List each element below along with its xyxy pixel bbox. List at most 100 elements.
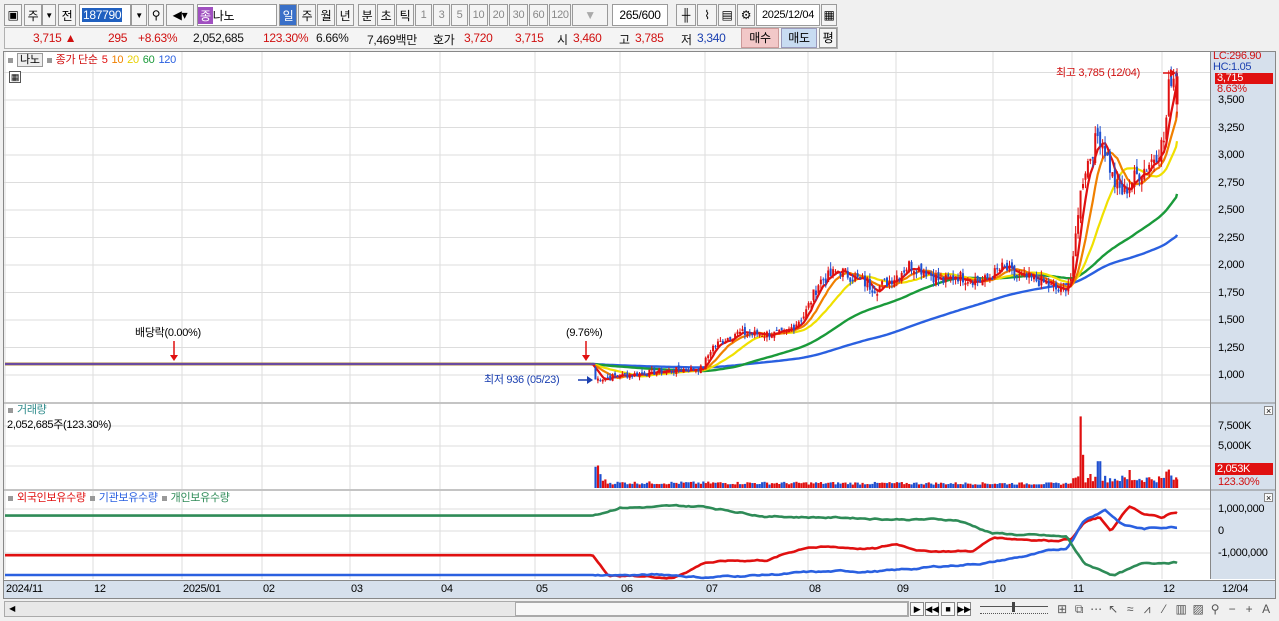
stock-code-input[interactable]: 187790 (79, 4, 131, 26)
overlay-icon[interactable]: ⧉ (1074, 602, 1084, 616)
legend-ma20[interactable]: 20 (127, 54, 139, 66)
zoom-slider-handle[interactable] (1012, 602, 1015, 612)
magnifier-icon[interactable]: ⚲ (1210, 602, 1220, 616)
candle-body (1008, 265, 1011, 271)
interval-button-5[interactable]: 5 (451, 4, 468, 26)
tab-period-1[interactable]: 주 (298, 4, 316, 26)
volume-bar (594, 466, 597, 488)
legend-ma5[interactable]: 5 (101, 54, 108, 66)
volume-bar (954, 482, 957, 488)
calendar-icon[interactable]: ▦ (821, 4, 837, 26)
code-dropdown-icon[interactable]: ▼ (131, 4, 147, 26)
legend-ma10[interactable]: 10 (111, 54, 124, 66)
volume-bar (1055, 482, 1058, 488)
candle-body (837, 271, 839, 274)
date-field[interactable]: 2025/12/04 (756, 4, 820, 26)
stop-icon[interactable]: ■ (941, 602, 955, 616)
candle-type-icon[interactable]: ╫ (676, 4, 696, 26)
candle-body (981, 280, 984, 286)
count-field[interactable]: 265/600 (612, 4, 668, 26)
scrollbar-thumb[interactable] (515, 602, 908, 616)
stock-name-field[interactable]: 종 나노 (197, 4, 277, 26)
volume-current-tag: 2,053K (1215, 463, 1273, 475)
candle-body (601, 379, 604, 382)
fast-forward-icon[interactable]: ▶▶ (957, 602, 971, 616)
wave-icon[interactable]: ⩘ (1143, 602, 1151, 616)
indicator-icon[interactable]: ▥ (1175, 602, 1187, 616)
zoom-in-icon[interactable]: + (1245, 602, 1253, 616)
sound-icon[interactable]: ◀▾ (166, 4, 194, 26)
interval-button-30[interactable]: 30 (509, 4, 528, 26)
candle-body (795, 324, 798, 329)
sell-button[interactable]: 매도 (781, 28, 817, 48)
individual-holdings-line (5, 503, 1178, 577)
layout-icon[interactable]: ▣ (4, 4, 22, 26)
tab-period-0[interactable]: 일 (279, 4, 297, 26)
interval-button-20[interactable]: 20 (489, 4, 508, 26)
volume-bar (663, 483, 666, 488)
legend-individual[interactable]: 개인보유수량 (170, 492, 230, 504)
line-tool-icon[interactable]: ⌇ (697, 4, 717, 26)
prev-button[interactable]: 전 (58, 4, 76, 26)
rewind-icon[interactable]: ◀◀ (925, 602, 939, 616)
volume-tick: 5,000K (1218, 440, 1252, 452)
volume-bar (859, 484, 862, 488)
candle-body (1064, 290, 1067, 292)
candle-body (1128, 187, 1131, 194)
candle-body (1055, 282, 1058, 290)
eval-button[interactable]: 평 (819, 28, 837, 48)
volume-title[interactable]: 거래량 (17, 404, 47, 416)
volume-bar (998, 483, 1001, 488)
interval-button-60[interactable]: 60 (529, 4, 548, 26)
line-draw-icon[interactable]: ⁄ (1163, 602, 1165, 616)
zoom-out-icon[interactable]: − (1228, 602, 1236, 616)
volume-bar (1082, 454, 1085, 488)
candle-body (888, 280, 891, 285)
save-icon[interactable]: ▤ (718, 4, 736, 26)
font-icon[interactable]: A (1262, 602, 1270, 616)
interval-button-3[interactable]: 3 (433, 4, 450, 26)
horizontal-scrollbar[interactable]: ◀ (4, 601, 909, 617)
volume-bar (1135, 480, 1139, 488)
scroll-right-icon[interactable]: ▶ (910, 602, 924, 616)
zoom-slider[interactable] (980, 602, 1048, 614)
close-panel-icon[interactable]: × (1264, 493, 1273, 503)
close-panel-icon[interactable]: × (1264, 406, 1273, 416)
volume-value: 2,052,685주(123.30%) (7, 419, 112, 431)
volume-bar (1133, 479, 1136, 488)
interval-button-10[interactable]: 10 (469, 4, 488, 26)
legend-institution[interactable]: 기관보유수량 (98, 492, 158, 504)
legend-ma-label[interactable]: 종가 단순 (55, 54, 98, 66)
legend-ma60[interactable]: 60 (142, 54, 155, 66)
scroll-left-icon[interactable]: ◀ (9, 604, 15, 613)
tab-period-6[interactable]: 틱 (396, 4, 414, 26)
chevron-down-icon[interactable]: ▼ (42, 4, 56, 26)
period-select[interactable]: 주 (24, 4, 42, 26)
gear-icon[interactable]: ⚙ (737, 4, 755, 26)
interval-dropdown[interactable]: ▼ (572, 4, 608, 26)
tab-period-5[interactable]: 초 (377, 4, 395, 26)
candle-body (792, 324, 795, 330)
buy-button[interactable]: 매수 (741, 28, 779, 48)
compare-icon[interactable]: ⋯ (1090, 602, 1102, 616)
search-icon[interactable]: ⚲ (148, 4, 164, 26)
chart-settings-icon[interactable]: ▨ (1192, 602, 1204, 616)
legend-stock-name[interactable]: 나노 (17, 53, 43, 67)
interval-button-120[interactable]: 120 (549, 4, 571, 26)
legend-foreign[interactable]: 외국인보유수량 (17, 492, 86, 504)
interval-button-1[interactable]: 1 (415, 4, 432, 26)
candle-body (1121, 184, 1124, 195)
tab-period-3[interactable]: 년 (336, 4, 354, 26)
tab-period-2[interactable]: 월 (317, 4, 335, 26)
trend-icon[interactable]: ≈ (1126, 602, 1134, 616)
tab-period-4[interactable]: 분 (358, 4, 376, 26)
institution-holdings-line (5, 508, 1178, 580)
volume-bar (920, 483, 923, 488)
candle-body (628, 374, 631, 379)
candle-body (783, 331, 786, 333)
crosshair-icon[interactable]: ⊞ (1057, 602, 1067, 616)
legend-ma120[interactable]: 120 (158, 54, 176, 66)
volume-bar (702, 481, 705, 488)
table-icon[interactable]: ▦ (9, 71, 21, 83)
cursor-icon[interactable]: ↖ (1108, 602, 1118, 616)
